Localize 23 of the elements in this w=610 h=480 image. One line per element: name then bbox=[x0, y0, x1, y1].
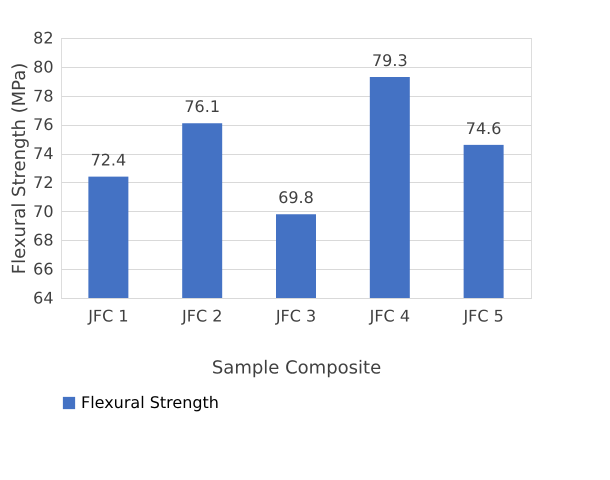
data-label: 74.6 bbox=[466, 118, 502, 138]
x-axis-title: Sample Composite bbox=[212, 358, 382, 378]
data-label: 69.8 bbox=[278, 188, 314, 208]
data-label: 72.4 bbox=[90, 150, 126, 170]
y-tick-label: 74 bbox=[33, 144, 54, 164]
y-tick-label: 78 bbox=[33, 86, 54, 106]
y-tick-label: 64 bbox=[33, 288, 54, 308]
x-tick-label: JFC 5 bbox=[462, 306, 504, 326]
y-tick-label: 70 bbox=[33, 202, 54, 221]
x-tick-label: JFC 2 bbox=[181, 306, 222, 326]
x-tick-label: JFC 3 bbox=[274, 306, 316, 326]
y-tick-label: 72 bbox=[33, 172, 54, 192]
x-tick-label: JFC 4 bbox=[368, 306, 410, 326]
y-axis-title: Flexural Strength (MPa) bbox=[9, 62, 30, 274]
x-tick-label: JFC 1 bbox=[87, 306, 129, 326]
data-label: 79.3 bbox=[372, 51, 408, 70]
y-tick-label: 66 bbox=[33, 260, 54, 279]
y-tick-label: 82 bbox=[33, 28, 54, 48]
legend-label: Flexural Strength bbox=[81, 393, 219, 412]
y-tick-label: 80 bbox=[33, 57, 54, 76]
data-label: 76.1 bbox=[184, 97, 220, 116]
y-tick-label: 76 bbox=[33, 115, 54, 134]
y-tick-label: 68 bbox=[33, 230, 54, 250]
